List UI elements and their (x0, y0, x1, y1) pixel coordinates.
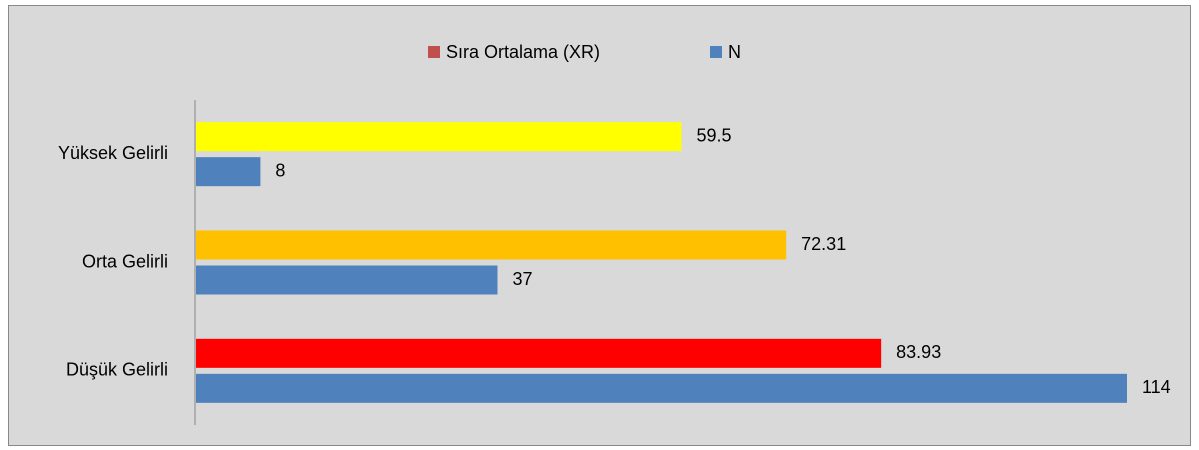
data-label: 83.93 (896, 342, 941, 362)
legend-label: Sıra Ortalama (XR) (446, 42, 600, 62)
bar (196, 373, 1127, 403)
bar (196, 338, 882, 368)
data-label: 72.31 (801, 234, 846, 254)
bar (196, 230, 787, 260)
data-label: 8 (275, 160, 285, 180)
bar (196, 265, 498, 295)
y-tick-label: Orta Gelirli (82, 251, 168, 271)
bar (196, 157, 261, 187)
chart-background (8, 5, 1191, 446)
y-tick-label: Yüksek Gelirli (58, 143, 168, 163)
data-label: 59.5 (696, 125, 731, 145)
data-label: 114 (1142, 377, 1171, 397)
legend-swatch (428, 46, 440, 58)
bar (196, 122, 682, 152)
data-label: 37 (512, 269, 532, 289)
legend-swatch (710, 46, 722, 58)
y-tick-label: Düşük Gelirli (66, 360, 168, 380)
legend-label: N (728, 42, 741, 62)
